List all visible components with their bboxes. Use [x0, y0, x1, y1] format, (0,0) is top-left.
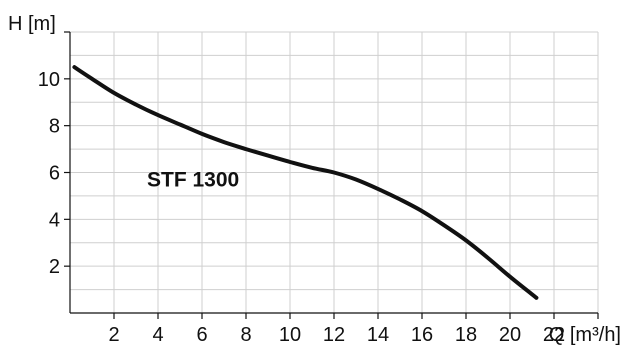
y-tick-label: 4: [49, 209, 60, 231]
x-axis-title: Q [m³/h]: [549, 324, 621, 345]
y-tick-label: 10: [38, 69, 60, 91]
axes: [64, 31, 599, 319]
x-tick-label: 2: [108, 324, 119, 345]
x-tick-label: 14: [367, 324, 389, 345]
x-tick-label: 22: [543, 324, 565, 345]
x-tick-label: 6: [196, 324, 207, 345]
y-tick-label: 2: [49, 256, 60, 278]
x-tick-label: 20: [499, 324, 521, 345]
x-tick-label: 8: [240, 324, 251, 345]
x-tick-labels: 2 4 6 8 10 12 14 16 18 20 22: [108, 324, 565, 345]
y-tick-label: 8: [49, 116, 60, 138]
x-tick-label: 16: [411, 324, 433, 345]
x-tick-label: 10: [279, 324, 301, 345]
x-tick-label: 4: [152, 324, 163, 345]
x-tick-label: 12: [323, 324, 345, 345]
y-axis-title: H [m]: [8, 13, 56, 35]
y-tick-label: 6: [49, 163, 60, 185]
x-tick-label: 18: [455, 324, 477, 345]
series-line-stf-1300: [72, 65, 539, 300]
y-tick-labels: 2 4 6 8 10: [38, 69, 60, 278]
series-label-stf-1300: STF 1300: [147, 169, 239, 192]
